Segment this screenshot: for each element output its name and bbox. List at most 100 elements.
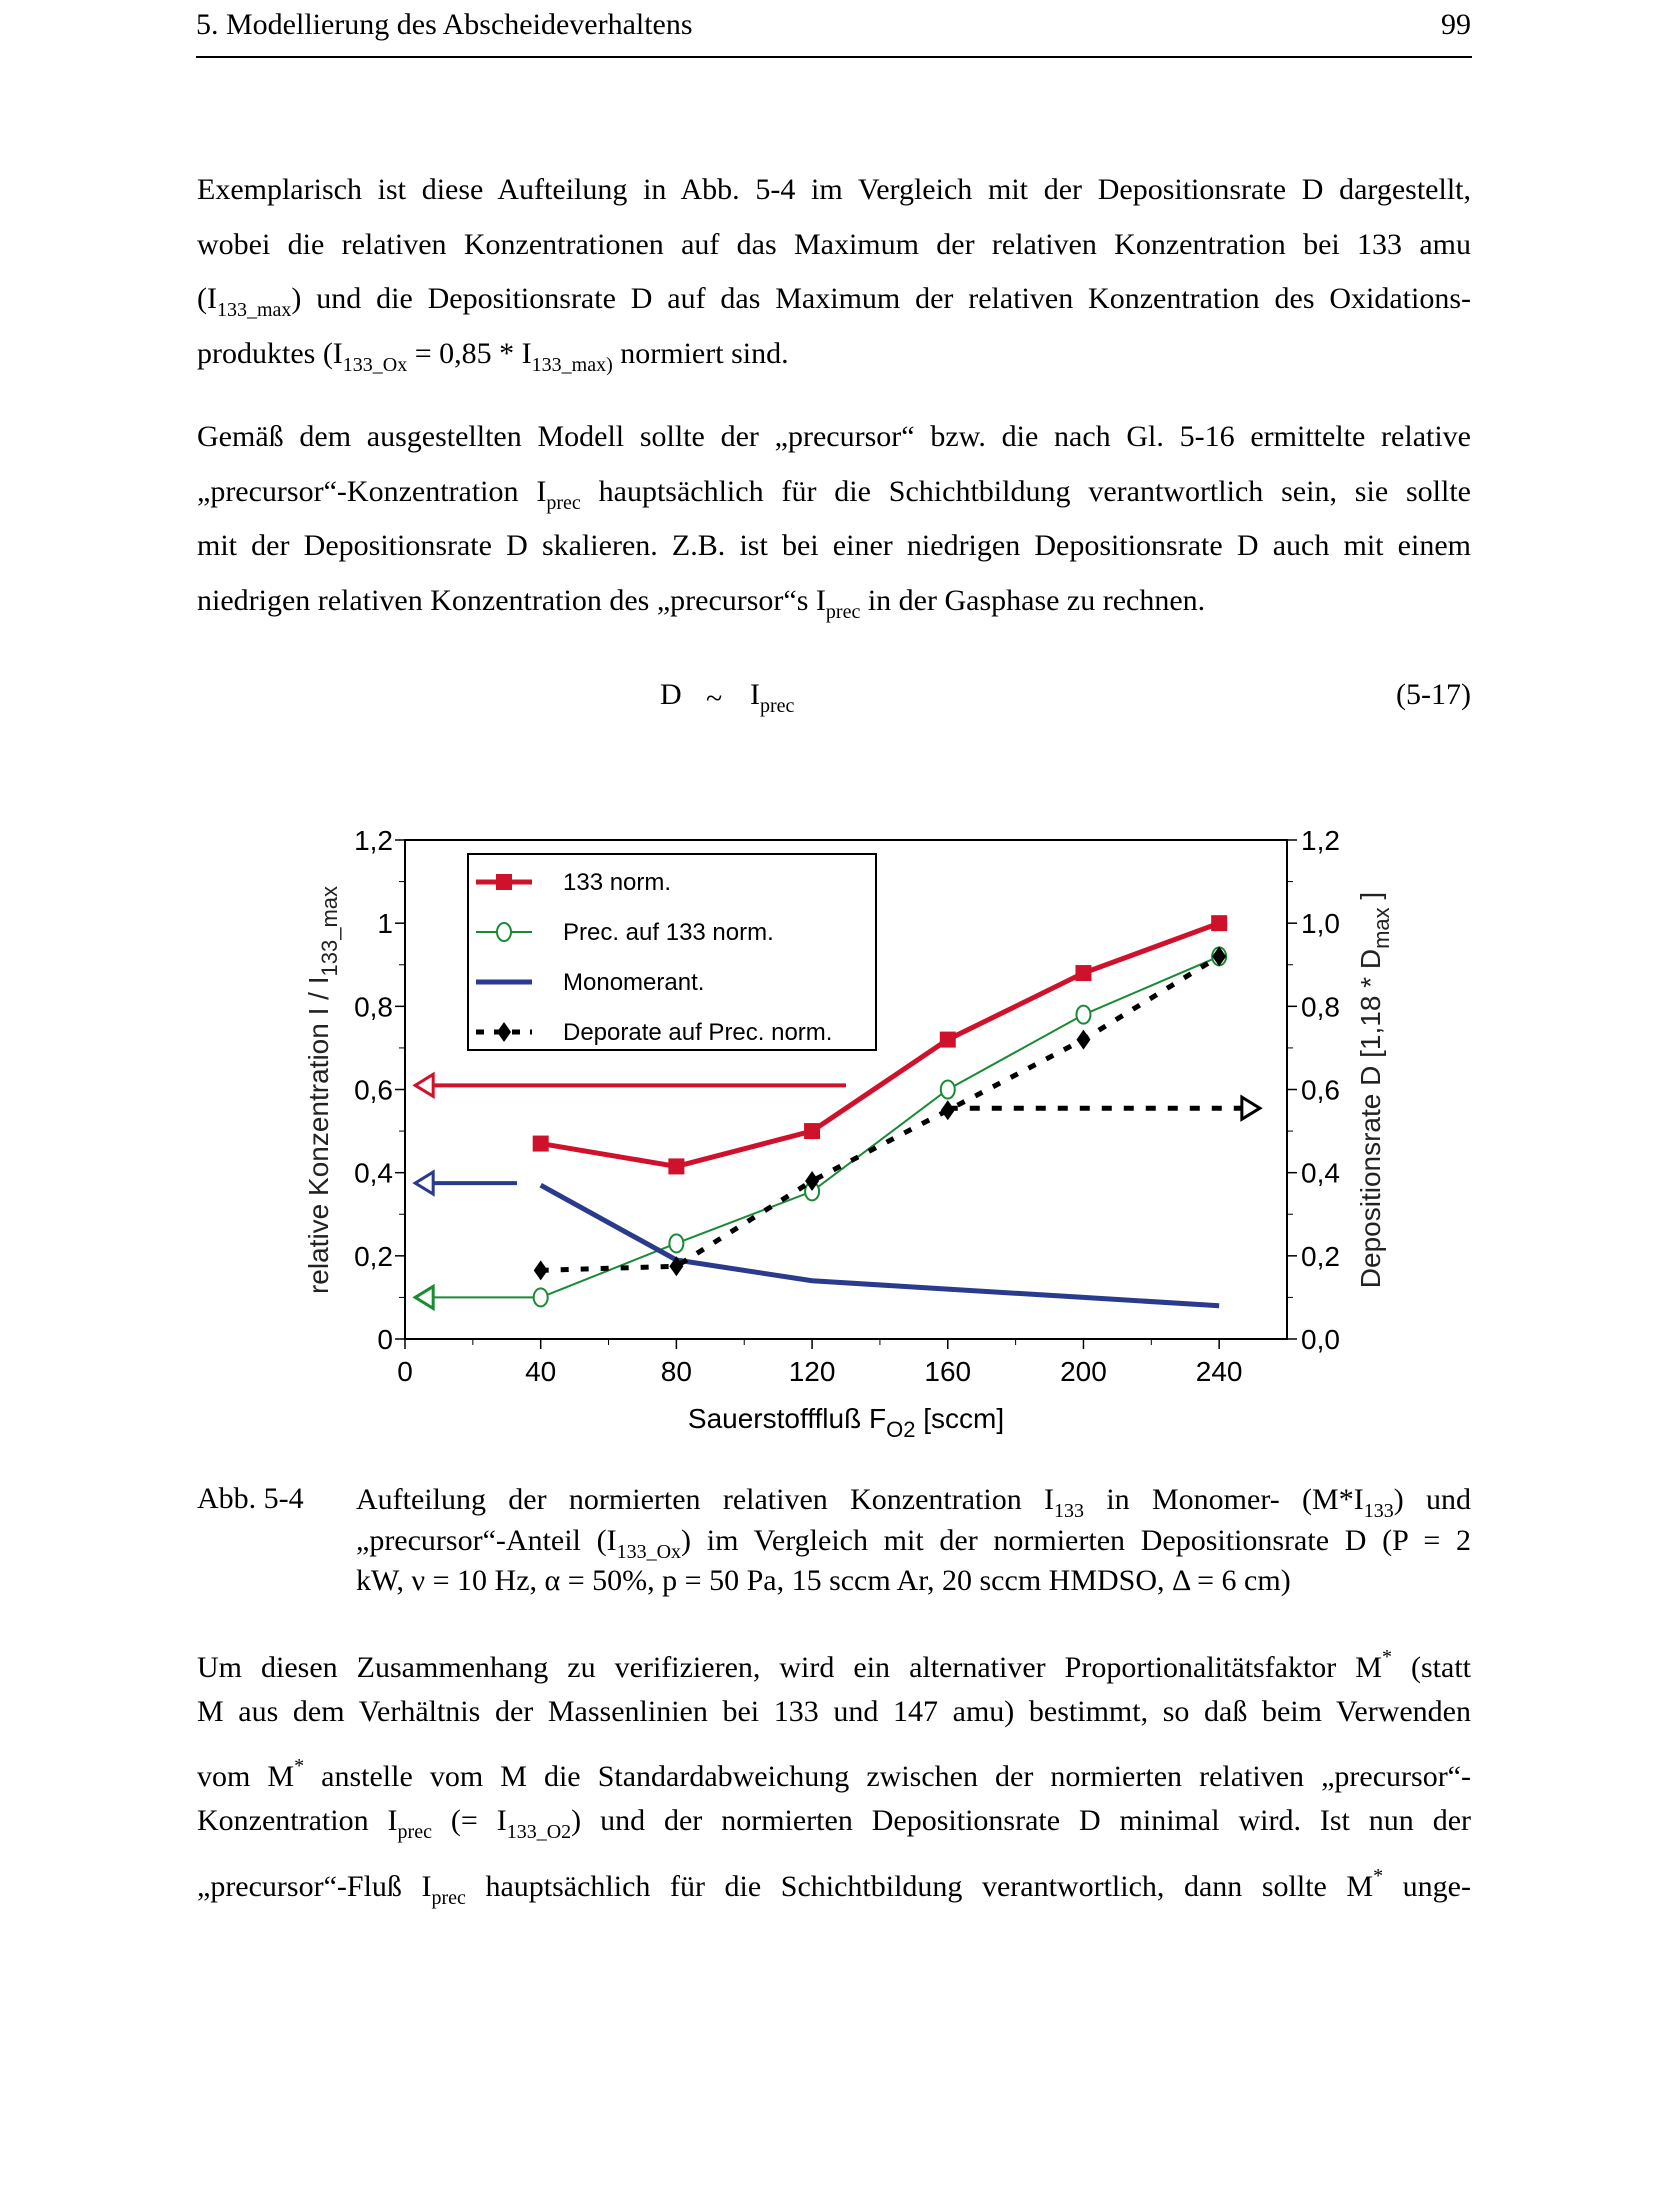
series-prec-auf-133-norm- — [532, 946, 1228, 1308]
text-line: produktes (I133_Ox = 0,85 * I133_max) no… — [197, 336, 1471, 376]
y2-axis-label-part: ] — [1355, 892, 1386, 908]
text-line: Exemplarisch ist diese Aufteilung in Abb… — [197, 172, 1471, 208]
series-line — [539, 1182, 1220, 1309]
legend-item: 133 norm. — [476, 869, 671, 896]
text-run: (statt — [1391, 1651, 1471, 1684]
data-point — [668, 1233, 685, 1254]
y2-tick-label: 1,0 — [1301, 908, 1340, 939]
y2-axis-label: Depositionsrate D [1,18 * Dmax ] — [1355, 892, 1394, 1288]
text-run: „precursor“-Konzentration I — [197, 474, 547, 508]
text-line: kW, ν = 10 Hz, α = 50%, p = 50 Pa, 15 sc… — [356, 1563, 1471, 1599]
y2-tick-label: 1,2 — [1301, 825, 1340, 856]
x-tick-label: 160 — [924, 1356, 971, 1387]
data-point — [533, 1260, 548, 1281]
text-run: hauptsächlich für die Schichtbildung ver… — [465, 1869, 1374, 1903]
text-run: ) und der normierten Depositionsrate D m… — [571, 1804, 1472, 1838]
data-point — [1075, 965, 1092, 982]
data-point — [532, 1135, 549, 1152]
x-axis-label-part: [sccm] — [915, 1403, 1004, 1434]
text-run: Aufteilung der normierten relativen Konz… — [356, 1483, 1055, 1516]
y2-axis-label-subscript: max — [1369, 907, 1394, 949]
text-line: niedrigen relativen Konzentration des „p… — [197, 583, 1471, 623]
legend-item: Prec. auf 133 norm. — [476, 919, 774, 946]
equation-rhs-symbol: I — [750, 678, 760, 711]
legend-label: Monomerant. — [563, 969, 704, 996]
series-line — [540, 920, 1221, 1169]
data-point — [940, 1100, 955, 1121]
y2-tick-label: 0,6 — [1301, 1075, 1340, 1106]
data-point — [939, 1079, 956, 1100]
equation-rhs-subscript: prec — [760, 695, 795, 717]
text-run: in Monomer- (M*I — [1084, 1483, 1364, 1516]
superscript: * — [1381, 1646, 1392, 1668]
legend-marker — [496, 922, 512, 942]
text-run: Exemplarisch ist diese Aufteilung in Abb… — [197, 173, 1471, 206]
data-point — [1211, 915, 1228, 932]
equation-lhs: D — [660, 678, 682, 711]
subscript: 133_max) — [531, 353, 613, 376]
equation-number: (5-17) — [1396, 678, 1471, 711]
arrow-right-icon — [1240, 1094, 1263, 1122]
text-run: „precursor“-Fluß I — [197, 1869, 432, 1903]
data-point — [1076, 1029, 1091, 1050]
running-header: 5. Modellierung des Abscheideverhaltens — [196, 8, 693, 41]
subscript: 133_Ox — [342, 353, 408, 376]
superscript: * — [1373, 1864, 1384, 1887]
text-line: Gemäß dem ausgestellten Modell sollte de… — [197, 419, 1471, 455]
text-line: Konzentration Iprec (= I133_O2) und der … — [197, 1803, 1472, 1843]
page-number: 99 — [1441, 8, 1471, 41]
text-run: ) im Vergleich mit der normierten Deposi… — [681, 1523, 1471, 1557]
data-point — [1075, 1004, 1092, 1025]
y-tick-label: 0,6 — [354, 1075, 393, 1106]
arrow-left-icon — [412, 1071, 435, 1100]
data-point — [669, 1256, 684, 1277]
text-run: „precursor“-Anteil (I — [356, 1523, 617, 1557]
y-tick-label: 0,2 — [354, 1241, 393, 1272]
series-deporate-auf-prec-norm- — [533, 946, 1227, 1281]
y-tick-label: 1 — [377, 908, 393, 939]
text-run: vom M — [197, 1760, 295, 1794]
text-run: mit der Depositionsrate D skalieren. Z.B… — [197, 529, 1471, 562]
caption-label: Abb. 5-4 — [197, 1482, 304, 1515]
text-line: M aus dem Verhältnis der Massenlinien be… — [197, 1694, 1471, 1730]
subscript: 133_max — [216, 299, 292, 321]
subscript: prec — [397, 1821, 432, 1844]
text-line: „precursor“-Konzentration Iprec hauptsäc… — [197, 474, 1471, 514]
legend-marker — [496, 874, 512, 890]
x-axis-label-part: Sauerstofffluß F — [688, 1403, 886, 1434]
text-run: = 0,85 * I — [407, 336, 532, 370]
subscript: 133 — [1363, 1500, 1394, 1522]
text-run: anstelle vom M die Standardabweichung zw… — [304, 1760, 1471, 1794]
arrow-left-icon — [412, 1169, 435, 1197]
legend-label: Deporate auf Prec. norm. — [563, 1019, 832, 1046]
subscript: prec — [546, 491, 581, 514]
data-point — [804, 1123, 821, 1140]
text-run: (I — [197, 282, 217, 315]
equation-operator: ~ — [706, 682, 723, 715]
series-monomerant- — [539, 1182, 1220, 1309]
legend-item: Monomerant. — [476, 969, 704, 996]
text-run: kW, ν = 10 Hz, α = 50%, p = 50 Pa, 15 sc… — [356, 1564, 1291, 1597]
x-tick-label: 40 — [525, 1356, 556, 1387]
legend: 133 norm. Prec. auf 133 norm. Monomerant. D… — [467, 853, 877, 1051]
text-line: (I133_max) und die Depositionsrate D auf… — [197, 281, 1471, 321]
data-point — [939, 1031, 956, 1048]
chart: 0 40 80 120 160 200 240 0 0,0 0,2 0,2 0,4 0,4 0,6 0,6 0… — [303, 825, 1394, 1442]
text-line: „precursor“-Fluß Iprec hauptsächlich für… — [197, 1858, 1471, 1909]
series-line — [540, 955, 1220, 1299]
y-tick-label: 0,8 — [354, 991, 393, 1022]
superscript: * — [294, 1755, 305, 1778]
subscript: prec — [825, 600, 861, 623]
text-run: produktes (I — [197, 336, 343, 370]
header-rule — [196, 56, 1472, 58]
text-run: ) und die Depositionsrate D auf das Maxi… — [291, 282, 1471, 315]
text-run: Gemäß dem ausgestellten Modell sollte de… — [197, 420, 1471, 453]
text-run: Um diesen Zusammenhang zu verifizieren, … — [197, 1651, 1382, 1684]
x-tick-label: 80 — [661, 1356, 692, 1387]
series-133-norm- — [532, 915, 1228, 1175]
legend-label: 133 norm. — [563, 869, 671, 896]
text-run: ) und — [1393, 1483, 1471, 1516]
text-run: (= I — [431, 1804, 507, 1838]
equation-rhs: Iprec — [750, 678, 794, 718]
subscript: prec — [431, 1886, 466, 1909]
